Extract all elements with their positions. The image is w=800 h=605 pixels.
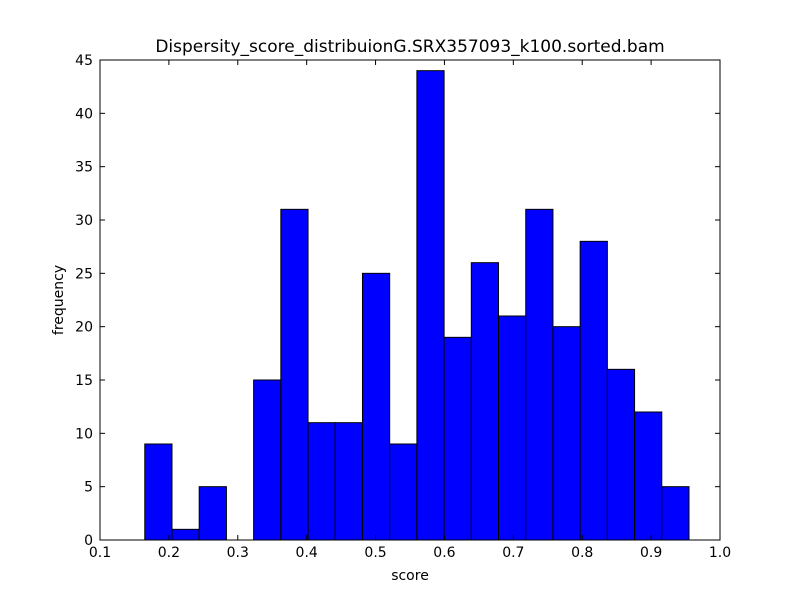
histogram-bar: [171, 528, 200, 541]
y-tick-label: 20: [75, 320, 93, 336]
histogram-bar: [443, 336, 472, 541]
x-tick-label: 0.5: [364, 545, 386, 561]
y-tick-label: 5: [84, 480, 93, 496]
histogram-bar: [416, 70, 445, 541]
y-tick-label: 10: [75, 426, 93, 442]
histogram-bar: [661, 486, 690, 541]
y-tick-label: 25: [75, 266, 93, 282]
y-tick-label: 15: [75, 373, 93, 389]
x-tick-label: 0.7: [502, 545, 524, 561]
histogram-bar: [634, 411, 663, 541]
histogram-bar: [606, 368, 636, 541]
x-tick-label: 0.2: [158, 545, 180, 561]
ticks-layer: 0.1 0.2 0.3 0.4 0.5 0.6 0.7 0.8 0.9 1.0 0 5 10 15 20 25…: [75, 53, 731, 561]
y-tick-label: 30: [75, 213, 93, 229]
histogram-bar: [498, 315, 527, 541]
x-tick-label: 0.1: [89, 545, 111, 561]
y-tick-label: 0: [84, 533, 93, 549]
y-axis-label: frequency: [51, 265, 67, 335]
x-tick-label: 0.6: [433, 545, 455, 561]
y-tick-label: 35: [75, 160, 93, 176]
histogram-bar: [253, 379, 282, 541]
histogram-bar: [552, 326, 581, 541]
histogram-bar: [470, 262, 500, 541]
x-tick-label: 0.8: [571, 545, 593, 561]
x-tick-label: 1.0: [709, 545, 731, 561]
y-tick-label: 45: [75, 53, 93, 69]
histogram-bar: [144, 443, 173, 541]
x-axis-label: score: [391, 568, 429, 584]
x-tick-label: 0.9: [640, 545, 662, 561]
histogram-bar: [389, 443, 418, 541]
plot-frame: [99, 59, 721, 541]
histogram-bar: [525, 208, 554, 541]
histogram-bar: [361, 272, 391, 541]
bars-layer: [144, 70, 690, 541]
histogram-bar: [198, 486, 227, 541]
x-tick-label: 0.3: [227, 545, 249, 561]
y-tick-label: 40: [75, 106, 93, 122]
histogram-bar: [334, 422, 363, 541]
histogram-bar: [280, 208, 309, 541]
histogram-bar: [307, 422, 336, 541]
x-tick-label: 0.4: [296, 545, 318, 561]
histogram-bar: [579, 240, 608, 541]
chart-title: Dispersity_score_distribuionG.SRX357093_…: [155, 37, 664, 57]
